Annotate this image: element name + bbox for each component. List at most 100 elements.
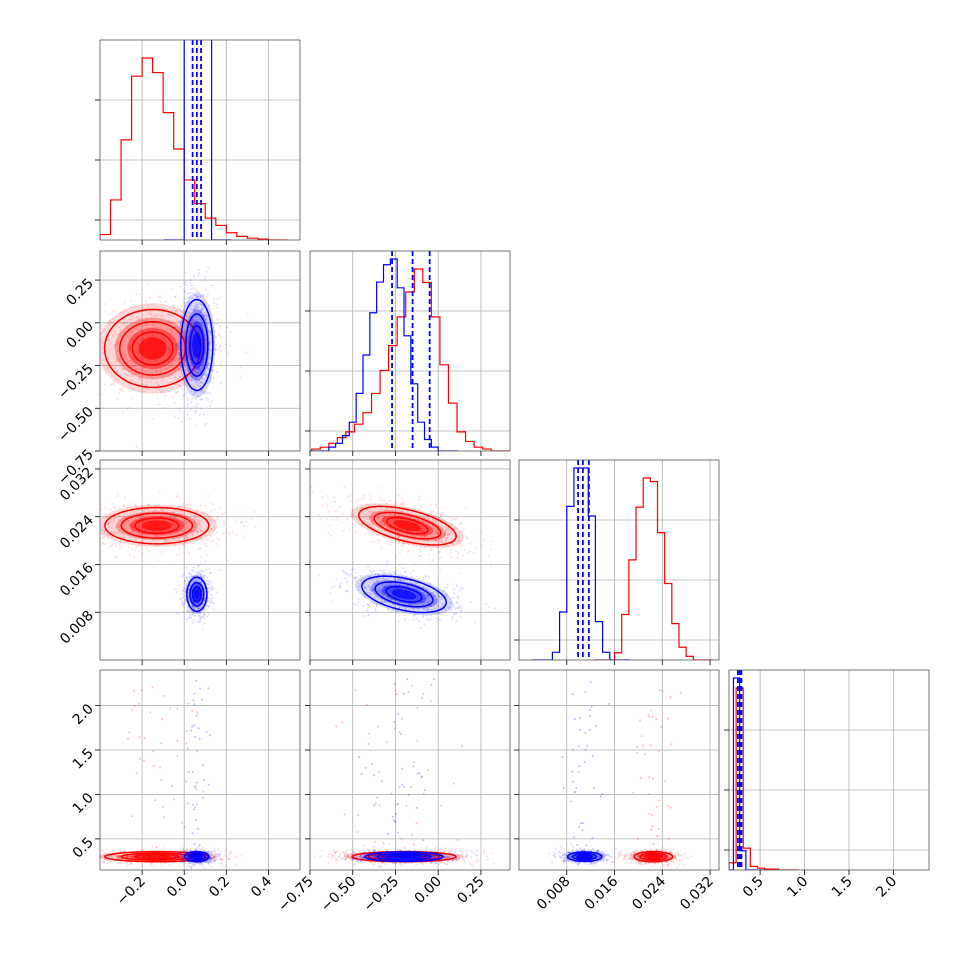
red-point: [337, 519, 340, 521]
red-contour: [134, 517, 180, 535]
red-point: [439, 557, 442, 560]
red-point: [203, 528, 206, 531]
blue-point: [170, 349, 173, 352]
red-point: [196, 529, 199, 532]
blue-point: [203, 348, 206, 351]
red-point: [198, 523, 201, 526]
red-point: [129, 554, 132, 557]
blue-point: [199, 574, 202, 577]
panel-frame: [99, 250, 301, 452]
red-point: [376, 534, 379, 536]
blue-point: [347, 589, 349, 592]
red-point: [118, 332, 121, 335]
blue-point: [209, 331, 212, 334]
blue-point: [213, 302, 216, 304]
red-point: [398, 540, 400, 543]
blue-point: [187, 616, 190, 619]
red-point: [86, 862, 88, 864]
red-point: [107, 371, 110, 373]
blue-point: [437, 618, 440, 621]
red-point: [101, 532, 103, 535]
red-point: [223, 523, 226, 526]
red-point: [137, 352, 139, 355]
red-point: [160, 508, 162, 511]
red-point: [151, 303, 154, 306]
blue-point: [185, 576, 188, 579]
red-point: [131, 529, 134, 532]
red-point: [439, 569, 442, 572]
red-point: [446, 534, 449, 537]
blue-point: [203, 599, 206, 602]
red-point: [102, 359, 105, 361]
red-point: [161, 509, 164, 512]
red-point: [196, 532, 199, 534]
red-point: [210, 528, 213, 531]
red-point: [104, 506, 107, 509]
blue-point: [209, 587, 212, 590]
red-point: [436, 531, 439, 534]
blue-point: [183, 326, 186, 329]
red-point: [111, 521, 114, 524]
blue-point: [184, 330, 187, 333]
red-point: [149, 313, 152, 316]
red-point: [444, 544, 447, 547]
red-point: [167, 354, 169, 357]
red-point: [396, 494, 399, 497]
red-point: [98, 529, 100, 531]
red-point: [173, 518, 176, 521]
red-point: [151, 334, 154, 337]
red-point: [199, 520, 202, 522]
red-point: [175, 524, 178, 527]
red-point: [164, 511, 167, 514]
blue-point: [330, 586, 333, 589]
red-point: [136, 525, 139, 528]
red-point: [145, 534, 148, 537]
red-point: [442, 511, 445, 514]
red-point: [171, 396, 174, 398]
red-point: [200, 556, 203, 559]
blue-point: [425, 597, 428, 599]
blue-point: [184, 598, 187, 601]
blue-point: [167, 348, 170, 351]
red-point: [424, 521, 427, 524]
blue-point: [195, 366, 198, 369]
red-point: [226, 530, 229, 533]
red-point: [447, 527, 450, 530]
red-point: [210, 865, 213, 868]
blue-point: [367, 565, 370, 568]
red-point: [207, 494, 210, 497]
red-point: [173, 521, 175, 524]
red-point: [111, 348, 113, 351]
red-point: [167, 366, 170, 369]
blue-point: [363, 615, 366, 618]
blue-point: [192, 570, 195, 573]
red-point: [168, 319, 171, 322]
blue-point: [195, 584, 198, 587]
red-point: [397, 531, 400, 534]
blue-point: [190, 580, 193, 583]
red-point: [140, 383, 143, 385]
red-point: [346, 518, 349, 520]
blue-point: [185, 373, 188, 375]
blue-point: [194, 368, 197, 370]
red-point: [86, 358, 88, 360]
blue-point: [219, 345, 222, 348]
blue-point: [206, 322, 209, 325]
red-point: [452, 524, 455, 527]
blue-point: [213, 377, 215, 380]
blue-point: [201, 308, 204, 310]
blue-point: [346, 573, 349, 576]
red-point: [157, 296, 160, 299]
blue-point: [196, 368, 199, 371]
red-point: [187, 551, 190, 554]
blue-point: [184, 365, 187, 367]
blue-point: [178, 612, 181, 615]
blue-point: [203, 363, 205, 365]
red-point: [474, 547, 477, 550]
red-point: [178, 538, 181, 541]
red-point: [176, 554, 179, 556]
red-point: [459, 572, 462, 575]
blue-point: [184, 601, 186, 604]
red-point: [193, 308, 196, 311]
blue-point: [193, 390, 196, 393]
